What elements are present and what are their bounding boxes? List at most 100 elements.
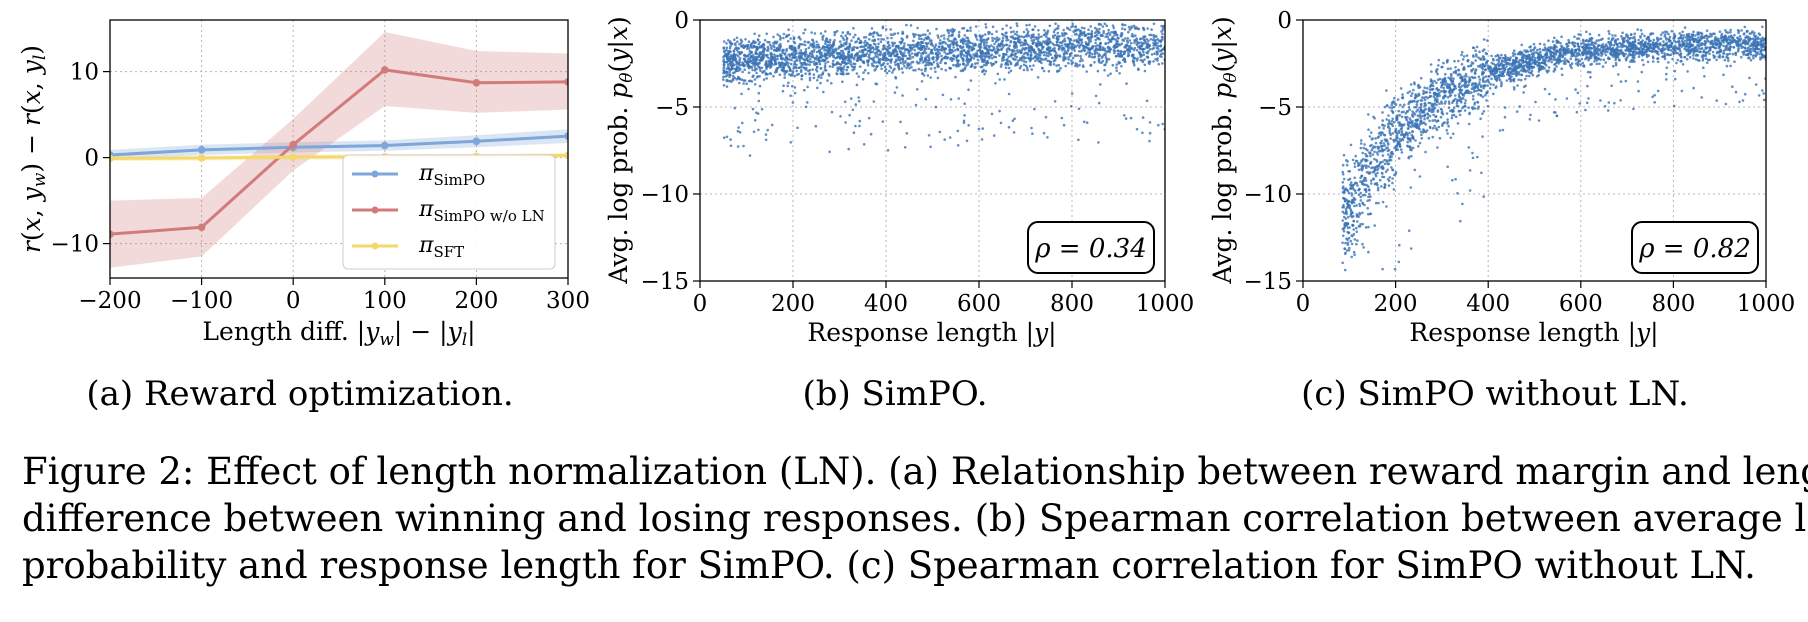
scatter-point — [886, 36, 889, 40]
scatter-point — [896, 32, 900, 35]
scatter-point — [952, 63, 955, 67]
scatter-point — [1031, 28, 1035, 31]
scatter-point — [1142, 28, 1146, 32]
scatter-point — [839, 55, 842, 58]
scatter-point — [728, 55, 732, 59]
scatter-point — [873, 31, 876, 35]
scatter-point — [814, 124, 818, 128]
scatter-point — [993, 42, 996, 46]
scatter-point — [1118, 43, 1122, 47]
scatter-point — [883, 65, 887, 69]
scatter-point — [919, 43, 922, 47]
scatter-point — [842, 65, 846, 68]
scatter-point — [1461, 58, 1465, 61]
scatter-point — [1555, 114, 1559, 118]
scatter-point — [734, 69, 738, 72]
scatter-point — [1004, 66, 1008, 69]
scatter-point — [1140, 41, 1143, 44]
scatter-point — [755, 111, 758, 114]
scatter-point — [1064, 57, 1067, 61]
scatter-point — [755, 48, 759, 51]
scatter-point — [1429, 126, 1432, 130]
scatter-point — [914, 68, 917, 72]
scatter-point — [785, 56, 789, 60]
scatter-point — [913, 48, 916, 52]
scatter-point — [798, 56, 801, 60]
scatter-point — [1094, 45, 1097, 48]
scatter-point — [781, 62, 785, 65]
scatter-point — [844, 121, 847, 124]
scatter-point — [1617, 73, 1620, 76]
scatter-point — [991, 39, 994, 42]
scatter-point — [751, 46, 754, 49]
scatter-point — [1002, 53, 1005, 56]
scatter-point — [1388, 176, 1392, 179]
scatter-point — [893, 32, 897, 35]
scatter-point — [1588, 32, 1592, 36]
scatter-point — [1432, 113, 1435, 117]
scatter-point — [990, 112, 994, 116]
scatter-point — [1585, 101, 1589, 105]
scatter-point — [1047, 70, 1051, 73]
scatter-point — [787, 81, 790, 85]
scatter-point — [890, 36, 893, 40]
scatter-point — [1355, 230, 1358, 234]
scatter-point — [838, 45, 841, 49]
scatter-point — [1398, 113, 1401, 117]
scatter-point — [1590, 62, 1593, 66]
scatter-point — [1359, 199, 1363, 202]
scatter-point — [813, 48, 816, 51]
scatter-point — [1059, 41, 1062, 44]
scatter-point — [936, 63, 940, 67]
scatter-point — [755, 63, 758, 66]
scatter-point — [1148, 139, 1151, 143]
scatter-point — [916, 62, 920, 65]
scatter-point — [927, 55, 930, 59]
scatter-point — [965, 59, 968, 62]
scatter-point — [1125, 82, 1128, 85]
scatter-point — [998, 109, 1001, 113]
scatter-point — [749, 54, 753, 58]
scatter-point — [1498, 73, 1501, 77]
scatter-point — [958, 63, 962, 66]
scatter-point — [903, 65, 906, 68]
scatter-point — [737, 126, 740, 129]
scatter-point — [1728, 52, 1732, 56]
scatter-point — [1108, 33, 1112, 36]
scatter-point — [818, 56, 821, 59]
scatter-point — [1126, 41, 1130, 44]
scatter-point — [1123, 114, 1126, 117]
scatter-point — [1161, 35, 1164, 39]
scatter-point — [924, 97, 928, 101]
scatter-point — [843, 47, 847, 51]
scatter-point — [1346, 160, 1349, 163]
scatter-point — [1398, 137, 1402, 141]
scatter-point — [1474, 107, 1477, 110]
scatter-point — [1498, 70, 1502, 74]
scatter-point — [814, 57, 817, 60]
scatter-point — [803, 52, 806, 56]
scatter-point — [1122, 52, 1126, 55]
scatter-point — [1551, 40, 1555, 43]
scatter-point — [944, 42, 948, 45]
scatter-point — [1722, 52, 1726, 55]
scatter-point — [1495, 58, 1499, 62]
scatter-point — [1070, 105, 1073, 108]
scatter-point — [758, 75, 761, 78]
scatter-point — [776, 57, 779, 61]
scatter-point — [908, 67, 911, 70]
scatter-point — [1673, 77, 1677, 81]
scatter-point — [1433, 118, 1437, 122]
scatter-point — [1098, 22, 1101, 26]
scatter-point — [1420, 133, 1423, 137]
scatter-point — [805, 57, 809, 61]
scatter-point — [747, 66, 751, 70]
scatter-point — [1577, 45, 1581, 48]
scatter-point — [962, 59, 965, 63]
scatter-point — [799, 52, 802, 55]
scatter-point — [1505, 79, 1509, 82]
scatter-point — [1065, 32, 1068, 35]
scatter-point — [868, 43, 871, 47]
scatter-point — [888, 46, 892, 50]
scatter-point — [765, 77, 768, 80]
